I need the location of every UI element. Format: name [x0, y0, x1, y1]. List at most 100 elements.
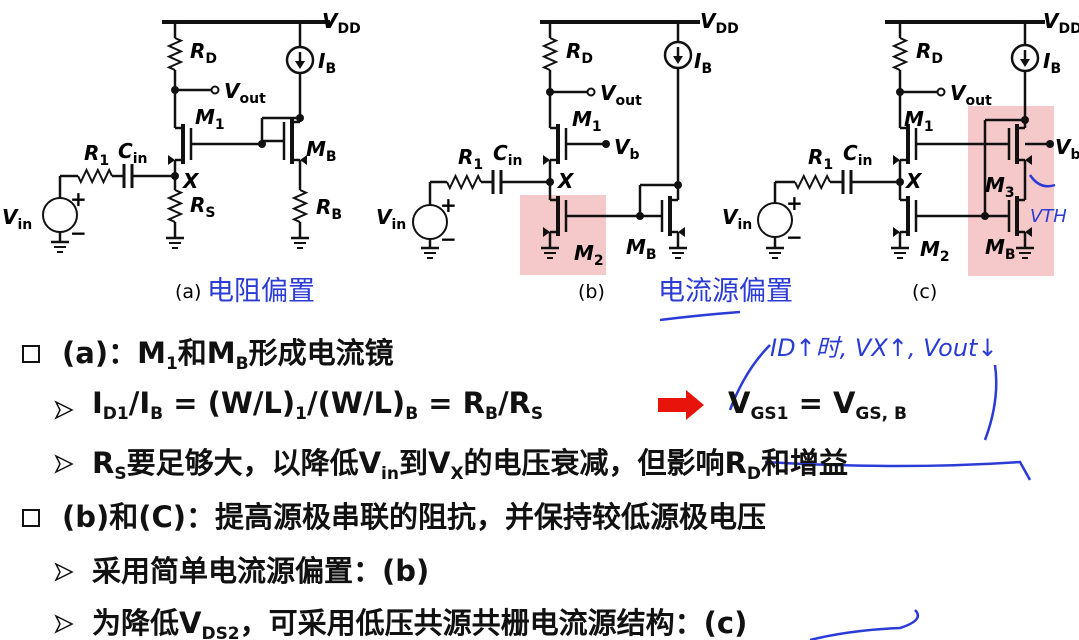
arrow — [543, 155, 550, 165]
circuit-label: IB — [694, 49, 712, 77]
circuit-label: R1 — [458, 145, 483, 173]
resistor — [541, 37, 559, 71]
subscript: 1 — [295, 404, 308, 424]
subscript: GS, B — [855, 404, 907, 424]
circuit-label: X — [181, 169, 200, 193]
bullet — [22, 345, 40, 363]
terminal — [586, 87, 596, 97]
symbol: − — [440, 227, 457, 251]
circuit-label: Vin — [722, 205, 752, 233]
symbol: R — [916, 39, 931, 63]
circuit-label: MB — [626, 235, 657, 263]
circuit-label: Cin — [843, 141, 872, 169]
caption: 电流源偏置 — [658, 276, 793, 307]
symbol: V — [1043, 9, 1060, 33]
text-run: I — [92, 386, 103, 420]
text-run: 采用简单电流源偏置：(b) — [92, 554, 430, 588]
node — [602, 140, 610, 148]
text-run: /I — [128, 386, 151, 420]
subscript: DD — [715, 21, 738, 37]
subscript: D — [746, 464, 762, 484]
arrow — [543, 227, 550, 237]
handwriting: VTH — [1030, 206, 1067, 227]
symbol: R — [190, 193, 205, 217]
subscript: GS1 — [750, 404, 789, 424]
subscript: B — [701, 61, 712, 77]
arrow — [168, 155, 175, 165]
bullet-text: 为降低VDS2，可采用低压共源共栅电流源结构：(c) — [92, 600, 747, 640]
resistor — [166, 37, 184, 71]
subscript: DD — [337, 21, 360, 37]
subscript: 2 — [594, 253, 604, 269]
symbol: C — [493, 141, 508, 165]
bullet-text: (a)：M1和MB形成电流镜 — [62, 330, 394, 374]
symbol: I — [318, 49, 326, 73]
subscript: 2 — [940, 249, 950, 265]
circuit-label: RD — [916, 39, 943, 67]
text-run: 的电压衰减，但影响R — [463, 446, 747, 480]
handwriting: ID↑时, VX↑, Vout↓ — [770, 334, 998, 362]
terminal — [210, 85, 220, 95]
circuit-label: Vout — [600, 81, 642, 109]
circuit-label: Vb — [1055, 135, 1079, 163]
highlight — [968, 106, 1054, 276]
subscript: in — [508, 153, 523, 169]
circuit-label: Vin — [2, 205, 32, 233]
arrow — [893, 227, 900, 237]
symbol: R — [458, 145, 473, 169]
bullet-text: ID1/IB = (W/L)1/(W/L)B = RB/RS — [92, 386, 543, 424]
text-run: /R — [497, 386, 531, 420]
circuit-label: + — [440, 193, 457, 217]
symbol: M — [985, 235, 1005, 259]
symbol: V — [950, 81, 967, 105]
symbol: V — [614, 135, 631, 159]
subscript: B — [325, 61, 336, 77]
subscript: 1 — [823, 157, 833, 173]
pen-stroke — [809, 609, 920, 640]
arrow — [1025, 227, 1032, 237]
symbol: C — [843, 141, 858, 165]
circuit-label: RB — [316, 195, 342, 223]
symbol: I — [694, 49, 702, 73]
text-run: (a)：M — [62, 336, 166, 370]
text-run: 为降低V — [92, 606, 202, 640]
subscript: out — [965, 93, 992, 109]
subscript: in — [858, 153, 873, 169]
circuit-label: R1 — [808, 145, 833, 173]
symbol: C — [118, 139, 133, 163]
bullet — [22, 509, 40, 527]
circuit-label: M1 — [195, 105, 225, 133]
symbol: V — [1055, 135, 1072, 159]
symbol: M — [985, 173, 1005, 197]
text-run: 到V — [398, 446, 451, 480]
subscript: S — [114, 464, 127, 484]
symbol: M — [574, 241, 594, 265]
subscript: out — [615, 93, 642, 109]
subscript: D — [581, 51, 593, 67]
circuit-label: VDD — [1043, 9, 1079, 37]
subscript: 1 — [592, 119, 602, 135]
symbol: + — [70, 187, 87, 211]
symbol: M — [306, 137, 326, 161]
text-run: 要足够大，以降低V — [126, 446, 382, 480]
circuit-label: + — [70, 187, 87, 211]
text-run: = R — [418, 386, 485, 420]
highlight — [520, 195, 606, 275]
circuit-label: Vb — [614, 135, 640, 163]
symbol: V — [722, 205, 739, 229]
bullet-text: RS要足够大，以降低Vin到VX的电压衰减，但影响RD和增益 — [92, 440, 848, 484]
subscript: in — [133, 151, 148, 167]
arrow — [893, 155, 900, 165]
circuit-label: MB — [306, 137, 337, 165]
subscript: B — [326, 149, 337, 165]
circuit-label: RD — [190, 39, 217, 67]
pen-stroke — [659, 310, 741, 322]
circuit-label: IB — [1043, 49, 1061, 77]
pen-strokes — [659, 174, 1056, 640]
resistor — [891, 37, 909, 71]
subscript: B — [646, 247, 657, 263]
symbol: V — [322, 9, 339, 33]
subscript: DD — [1058, 21, 1079, 37]
symbol: + — [440, 193, 457, 217]
